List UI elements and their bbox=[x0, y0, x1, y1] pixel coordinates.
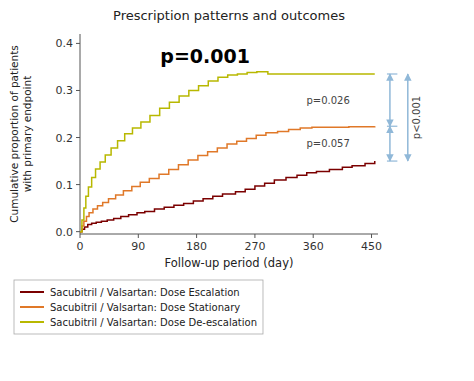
legend-swatch bbox=[20, 291, 44, 293]
y-tick-label: 0.3 bbox=[56, 84, 74, 97]
y-tick bbox=[76, 43, 80, 44]
bracket-arrow bbox=[407, 74, 409, 161]
step-line bbox=[80, 72, 375, 232]
x-tick bbox=[138, 234, 139, 238]
step-line bbox=[80, 161, 375, 232]
plot-area bbox=[80, 72, 375, 232]
p-value-label: p<0.001 bbox=[411, 96, 422, 139]
main-p-value: p=0.001 bbox=[160, 45, 250, 67]
p-value-label: p=0.057 bbox=[306, 138, 349, 149]
legend-frame bbox=[14, 280, 263, 334]
chart: Prescription patterns and outcomes 0 90 180… bbox=[0, 0, 474, 381]
x-tick-label: 90 bbox=[131, 240, 145, 253]
legend-label: Sacubitril / Valsartan: Dose De-escalati… bbox=[50, 317, 257, 328]
step-line bbox=[80, 126, 375, 231]
y-axis-line bbox=[80, 34, 81, 234]
x-axis-label: Follow-up period (day) bbox=[165, 256, 294, 270]
x-axis-line bbox=[80, 234, 378, 235]
x-tick-label: 450 bbox=[361, 240, 382, 253]
legend-swatch bbox=[20, 306, 44, 308]
title: Prescription patterns and outcomes bbox=[113, 8, 345, 23]
x-tick-label: 270 bbox=[244, 240, 265, 253]
x-tick-label: 0 bbox=[77, 240, 84, 253]
y-tick-label: 0.0 bbox=[56, 226, 74, 239]
bracket-arrow bbox=[389, 74, 391, 126]
x-tick bbox=[80, 234, 81, 238]
y-tick-label: 0.4 bbox=[56, 37, 74, 50]
y-tick-label: 0.1 bbox=[56, 179, 74, 192]
y-axis-label: Cumulative proportion of patientswith pr… bbox=[8, 45, 33, 223]
x-tick bbox=[313, 234, 314, 238]
x-tick bbox=[371, 234, 372, 238]
y-tick bbox=[76, 184, 80, 185]
bracket-cap bbox=[387, 73, 397, 74]
x-tick-label: 360 bbox=[303, 240, 324, 253]
bracket-cap bbox=[387, 126, 397, 127]
legend-label: Sacubitril / Valsartan: Dose Escalation bbox=[50, 287, 240, 298]
legend-swatch bbox=[20, 321, 44, 323]
legend: Sacubitril / Valsartan: Dose Escalation S… bbox=[14, 280, 263, 334]
y-tick bbox=[76, 90, 80, 91]
bracket-cap bbox=[387, 160, 397, 161]
y-tick bbox=[76, 137, 80, 138]
x-tick bbox=[196, 234, 197, 238]
y-tick-label: 0.2 bbox=[56, 132, 74, 145]
y-axis-label-line: with primary endpoint bbox=[21, 76, 33, 193]
bracket-arrow bbox=[389, 126, 391, 161]
x-tick-label: 180 bbox=[186, 240, 207, 253]
legend-label: Sacubitril / Valsartan: Dose Stationary bbox=[50, 302, 240, 313]
x-tick bbox=[254, 234, 255, 238]
p-value-label: p=0.026 bbox=[306, 95, 349, 106]
y-tick bbox=[76, 231, 80, 232]
y-axis-label-line: Cumulative proportion of patients bbox=[8, 45, 20, 223]
